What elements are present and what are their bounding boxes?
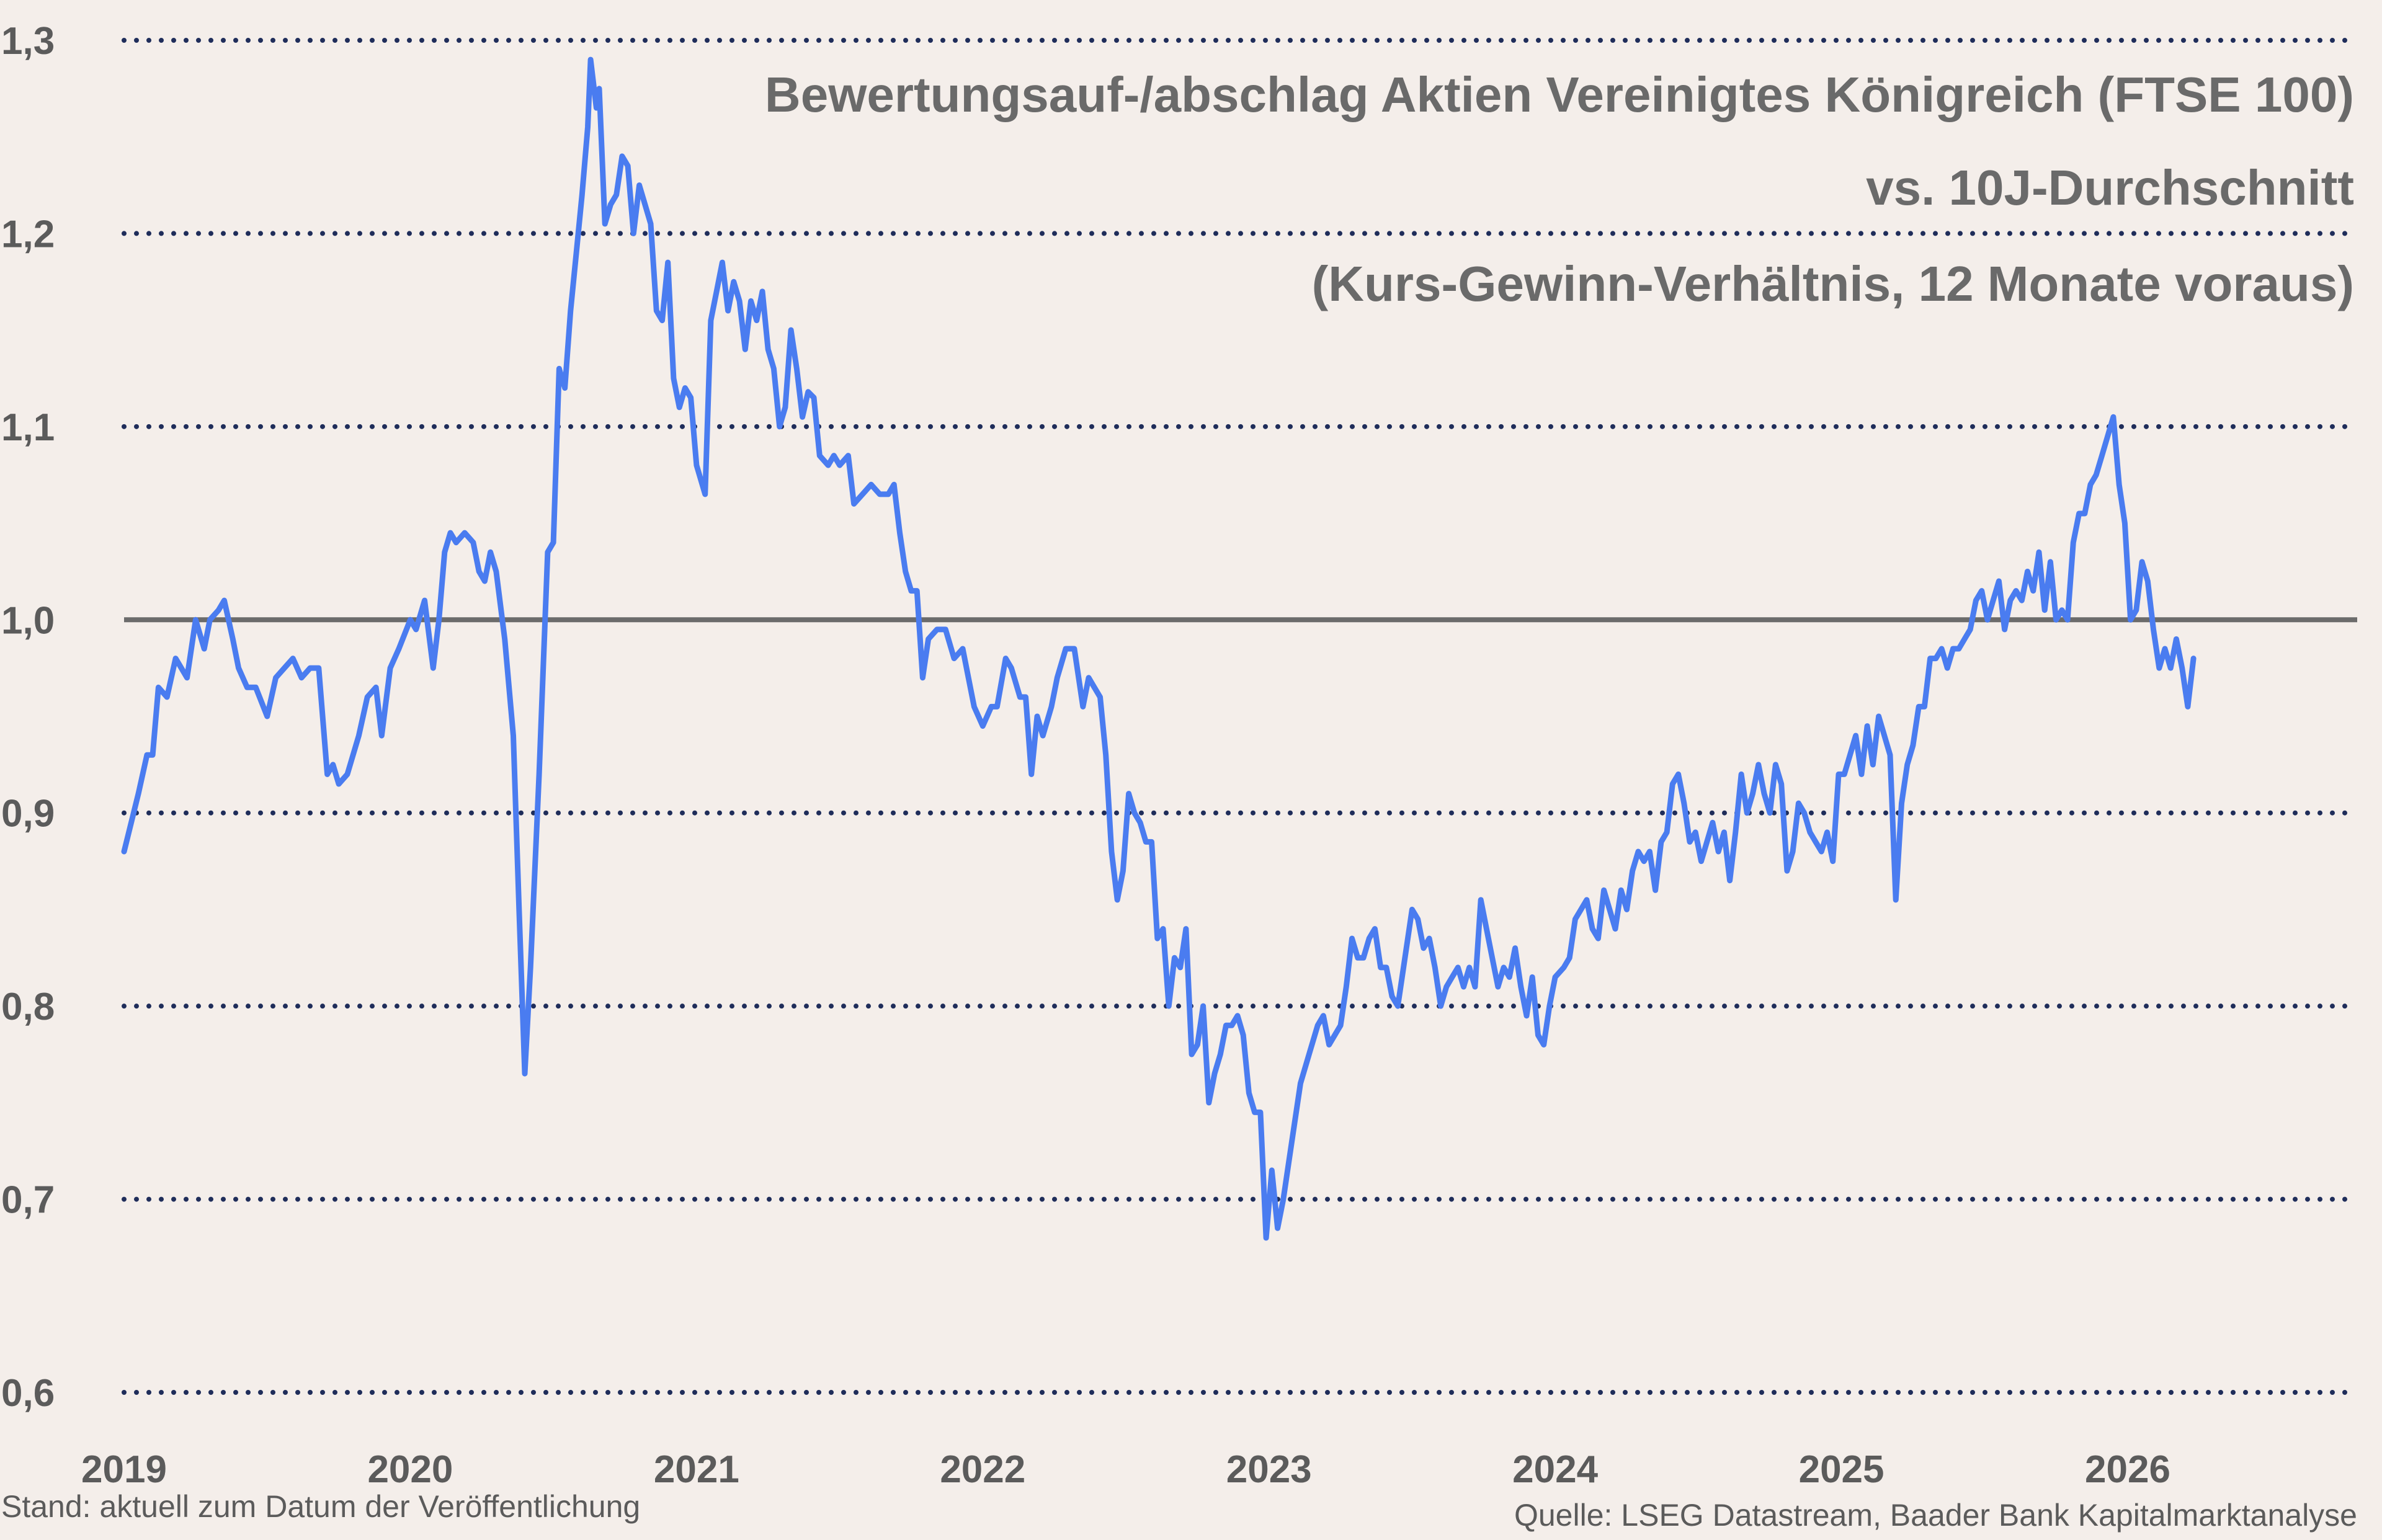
- y-tick-label: 1,3: [1, 20, 55, 63]
- x-tick-label: 2025: [1799, 1448, 1885, 1491]
- y-axis-ticks: 1,3 1,2 1,1 1,0 0,9 0,8 0,7 0,6: [1, 20, 55, 1415]
- series-line-0: [121, 56, 2197, 1241]
- x-tick-label: 2021: [654, 1448, 739, 1491]
- y-tick-label: 0,7: [1, 1179, 55, 1222]
- gridlines: [122, 38, 2360, 1395]
- x-tick-label: 2024: [1512, 1448, 1598, 1491]
- x-axis-ticks: 2019 2020 2021 2022 2023 2024 2025 2026: [81, 1448, 2170, 1491]
- chart-title: Bewertungsauf-/abschlag Aktien Vereinigt…: [765, 67, 2354, 311]
- x-tick-label: 2023: [1226, 1448, 1312, 1491]
- y-tick-label: 1,1: [1, 406, 55, 449]
- footer-source-note: Quelle: LSEG Datastream, Baader Bank Kap…: [1514, 1498, 2357, 1533]
- x-tick-label: 2026: [2085, 1448, 2170, 1491]
- title-line-1: Bewertungsauf-/abschlag Aktien Vereinigt…: [765, 67, 2354, 122]
- y-tick-label: 0,6: [1, 1372, 55, 1415]
- y-tick-label: 1,2: [1, 213, 55, 256]
- x-tick-label: 2022: [940, 1448, 1025, 1491]
- y-tick-label: 1,0: [1, 599, 55, 642]
- title-line-2: vs. 10J-Durchschnitt: [1866, 160, 2354, 215]
- y-tick-label: 0,9: [1, 793, 55, 835]
- x-tick-label: 2020: [367, 1448, 453, 1491]
- footer-stand-note: Stand: aktuell zum Datum der Veröffentli…: [1, 1489, 640, 1524]
- title-line-3: (Kurs-Gewinn-Verhältnis, 12 Monate vorau…: [1312, 256, 2354, 311]
- series-group: [121, 56, 2197, 1241]
- y-tick-label: 0,8: [1, 986, 55, 1028]
- x-tick-label: 2019: [81, 1448, 167, 1491]
